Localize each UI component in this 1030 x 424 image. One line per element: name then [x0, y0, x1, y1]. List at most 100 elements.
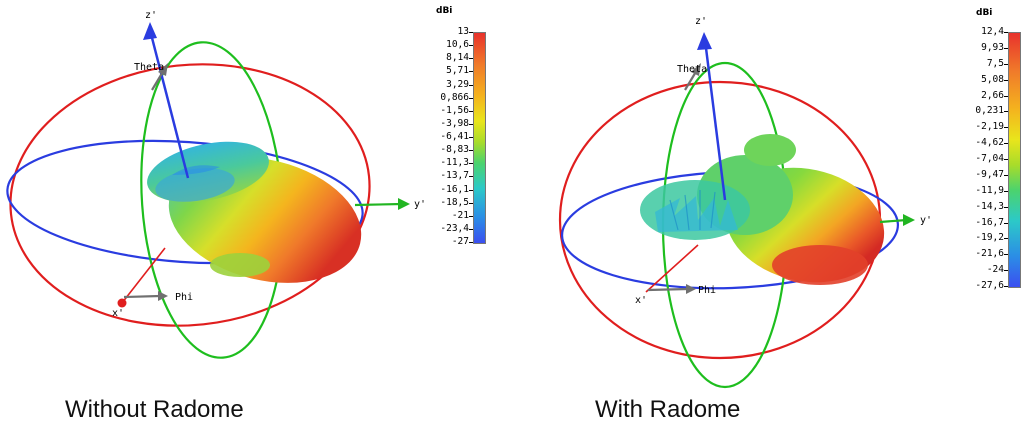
scale-tick-label: 3,29 — [446, 78, 469, 90]
scale-tick-mark — [469, 137, 473, 138]
radiation-pattern-3d-plot: z' Theta y' Phi x' — [558, 16, 932, 389]
scale-tick-mark — [469, 58, 473, 60]
theta-label: Theta — [677, 64, 707, 75]
scale-tick-label: 9,93 — [981, 41, 1004, 53]
scale-tick-label: -7,04 — [975, 153, 1004, 164]
scale-tick-mark — [1004, 286, 1008, 287]
scale-unit-label: dBi — [976, 8, 993, 18]
scale-tick-label: -4,62 — [975, 137, 1004, 149]
scale-tick-mark — [1004, 32, 1008, 33]
scale-tick-label: 5,71 — [446, 65, 469, 77]
scale-tick-label: -18,5 — [440, 196, 469, 208]
scale-tick-label: -16,1 — [440, 183, 469, 195]
z-axis-label: z' — [695, 16, 707, 27]
radiation-lobe — [640, 134, 885, 285]
y-axis-arrow — [903, 214, 915, 226]
colorbar — [1008, 32, 1021, 288]
scale-tick-mark — [469, 163, 473, 165]
scale-tick-label: -16,7 — [975, 216, 1004, 228]
scale-tick-label: -11,9 — [975, 184, 1004, 196]
z-axis — [703, 39, 727, 201]
scale-tick-mark — [469, 228, 473, 230]
z-axis-arrow — [143, 22, 157, 40]
scale-tick-label: -19,2 — [975, 232, 1004, 244]
panel-without-radome: z' Theta y' Phi x' dBi 13 10,6 8,14 5,71 3,2… — [0, 0, 500, 423]
scale-tick-label: -6,41 — [440, 131, 469, 142]
scale-tick-label: -1,56 — [440, 104, 469, 116]
scale-tick-mark — [469, 123, 473, 125]
scale-tick-mark — [1004, 47, 1008, 49]
scale-tick-mark — [1004, 238, 1008, 240]
scale-tick-label: -11,3 — [440, 157, 469, 169]
scale-tick-mark — [469, 202, 473, 204]
x-axis-dot — [117, 298, 127, 308]
radiation-lobe — [147, 141, 362, 283]
scale-tick-label: -13,7 — [440, 170, 469, 182]
y-axis-label: y' — [920, 215, 932, 226]
scale-tick-mark — [1004, 206, 1008, 208]
scale-tick-label: -27,6 — [975, 280, 1004, 291]
color-scale: dBi 12,4 9,93 7,5 5,08 2,66 0,231 -2,19 -4,62 -7… — [950, 0, 1030, 300]
scale-tick-mark — [469, 97, 473, 99]
scale-tick-label: -23,4 — [440, 222, 469, 234]
scale-tick-label: 5,08 — [981, 73, 1004, 85]
scale-tick-mark — [469, 84, 473, 86]
color-scale: dBi 13 10,6 8,14 5,71 3,29 0,866 -1,56 -3,98 -6,… — [420, 0, 500, 260]
scale-tick-label: 0,231 — [975, 105, 1004, 117]
x-axis-label: x' — [635, 295, 647, 306]
theta-label: Theta — [134, 62, 164, 73]
scale-tick-label: -9,47 — [975, 168, 1004, 180]
scale-tick-mark — [1004, 79, 1008, 81]
scale-tick-label: -8,83 — [440, 144, 469, 156]
scale-tick-label: 10,6 — [446, 39, 469, 51]
panel-with-radome: z' Theta y' Phi x' dBi 12,4 9,93 7,5 5,08 2,… — [520, 0, 1030, 423]
z-axis — [148, 29, 190, 179]
theta-circle — [9, 63, 371, 327]
scale-tick-label: 0,866 — [440, 91, 469, 103]
scale-tick-label: -24 — [986, 264, 1004, 276]
phi-arrow — [123, 294, 161, 299]
scale-tick-mark — [469, 45, 473, 47]
radiation-pattern-3d-plot: z' Theta y' Phi x' — [6, 10, 426, 359]
y-axis — [879, 218, 908, 224]
scale-tick-label: -2,19 — [975, 121, 1004, 133]
phi-label: Phi — [698, 285, 716, 296]
scale-tick-mark — [1004, 174, 1008, 176]
colorbar — [473, 32, 486, 244]
scale-tick-label: 13 — [457, 26, 469, 37]
scale-tick-mark — [1004, 111, 1008, 113]
y-axis — [354, 202, 403, 207]
scale-tick-mark — [469, 32, 473, 33]
scale-tick-label: 12,4 — [981, 26, 1004, 37]
scale-tick-mark — [1004, 159, 1008, 160]
phi-arrow — [647, 287, 689, 292]
scale-unit-label: dBi — [436, 6, 453, 16]
scale-tick-mark — [469, 189, 473, 191]
phi-label: Phi — [175, 292, 193, 303]
scale-tick-label: 8,14 — [446, 52, 469, 64]
scale-tick-mark — [469, 176, 473, 178]
scale-tick-mark — [1004, 270, 1008, 272]
z-axis-label: z' — [145, 10, 157, 21]
caption-with-radome: With Radome — [595, 396, 741, 423]
scale-tick-mark — [1004, 222, 1008, 224]
scale-tick-label: 2,66 — [981, 89, 1004, 101]
scale-tick-mark — [469, 242, 473, 243]
scale-tick-label: -21 — [451, 209, 469, 221]
x-axis-label: x' — [112, 308, 124, 319]
z-axis-arrow — [697, 32, 712, 50]
scale-tick-mark — [469, 150, 473, 152]
scale-tick-mark — [1004, 190, 1008, 192]
scale-tick-mark — [469, 71, 473, 73]
scale-tick-label: -21,6 — [975, 248, 1004, 260]
y-axis-arrow — [398, 198, 410, 210]
x-axis — [121, 247, 166, 304]
caption-without-radome: Without Radome — [65, 396, 244, 423]
scale-tick-mark — [1004, 254, 1008, 256]
scale-tick-label: -27 — [451, 236, 469, 247]
scale-tick-label: 7,5 — [986, 57, 1004, 69]
phi-circle — [6, 139, 364, 265]
scale-tick-mark — [469, 215, 473, 217]
y-axis-label: y' — [414, 199, 426, 210]
scale-tick-mark — [1004, 143, 1008, 145]
